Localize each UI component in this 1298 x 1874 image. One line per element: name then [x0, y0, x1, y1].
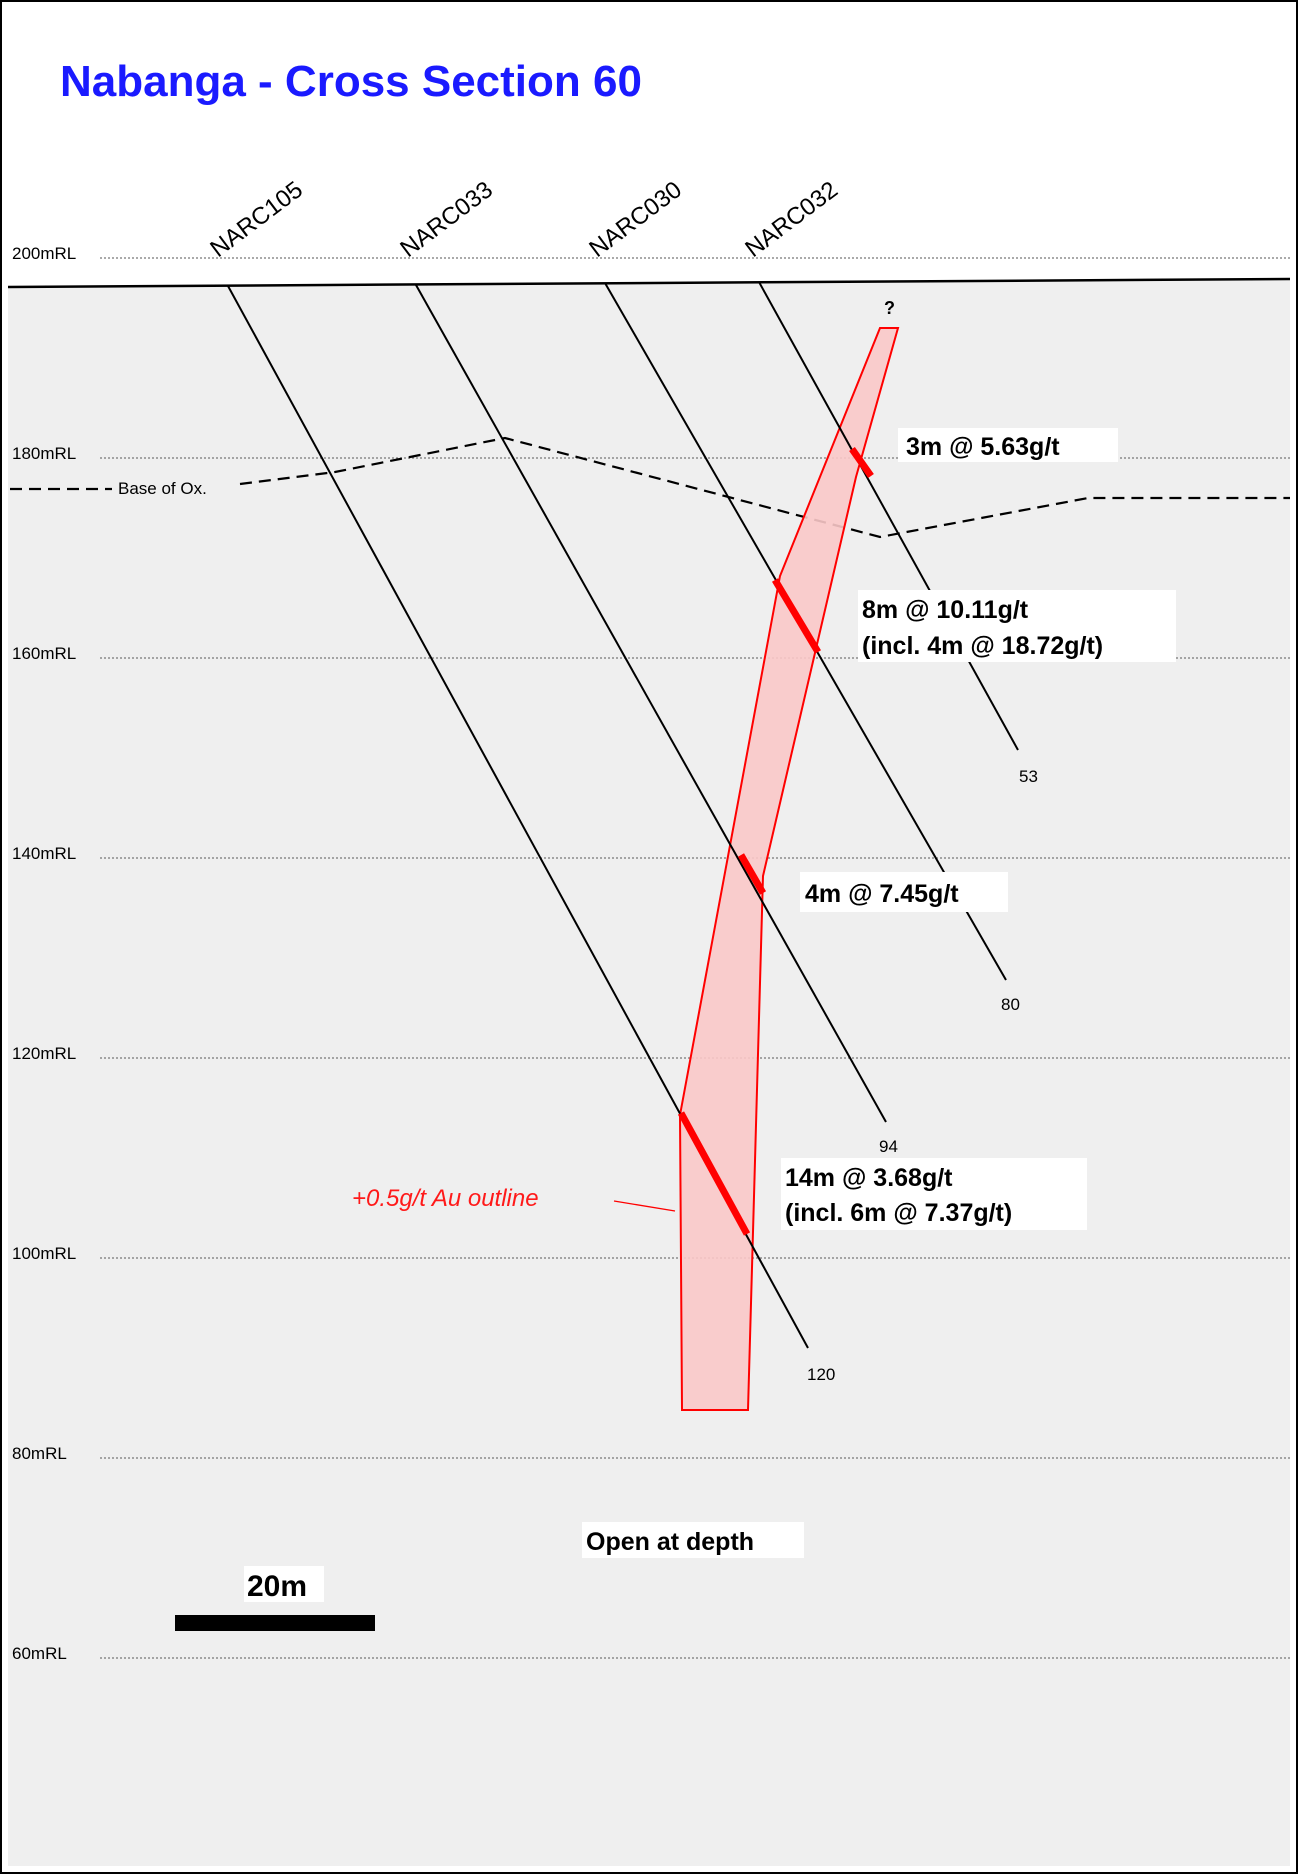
eoh-depth-53: 53	[1019, 767, 1038, 786]
intercept-4-sublabel: (incl. 6m @ 7.37g/t)	[785, 1199, 1012, 1227]
rl-label-100: 100mRL	[12, 1244, 76, 1263]
rl-label-160: 160mRL	[12, 644, 76, 663]
scale-bar: 20m	[175, 1566, 375, 1631]
eoh-depth-120: 120	[807, 1365, 835, 1384]
rl-label-140: 140mRL	[12, 844, 76, 863]
open-at-depth-note: Open at depth	[586, 1528, 754, 1556]
intercept-3-label: 4m @ 7.45g/t	[805, 880, 959, 908]
intercept-1-bg	[898, 428, 1118, 462]
base-of-ox-line	[239, 436, 1290, 539]
rock-background	[8, 279, 1290, 1866]
rl-label-180: 180mRL	[12, 444, 76, 463]
au-outline-polygon	[678, 327, 900, 1411]
figure-title: Nabanga - Cross Section 60	[60, 57, 642, 106]
rl-label-80: 80mRL	[12, 1444, 67, 1463]
outline-callout: +0.5g/t Au outline	[352, 1185, 676, 1212]
intercept-2-label: 8m @ 10.11g/t	[862, 596, 1029, 624]
unknown-marker: ?	[884, 298, 895, 318]
scale-bar-graphic	[175, 1615, 375, 1631]
base-of-oxidation: Base of Ox.	[10, 436, 1290, 539]
rl-label-120: 120mRL	[12, 1044, 76, 1063]
intercept-segment-4	[677, 1111, 751, 1236]
end-of-hole-labels: 120 94 80 53	[807, 767, 1038, 1384]
intercept-segment-2	[771, 578, 822, 654]
rl-label-200: 200mRL	[12, 244, 76, 263]
intercept-segments	[677, 446, 874, 1236]
topography-surface	[7, 277, 1291, 289]
outline-leader-line	[613, 1200, 676, 1212]
open-at-depth-bg	[582, 1522, 804, 1558]
rl-labels: 200mRL 180mRL 160mRL 140mRL 120mRL 100mR…	[12, 244, 76, 1663]
intercept-annotations: 3m @ 5.63g/t 8m @ 10.11g/t (incl. 4m @ 1…	[781, 428, 1176, 1230]
intercept-3-bg	[800, 872, 1008, 912]
eoh-depth-80: 80	[1001, 995, 1020, 1014]
intercept-1-label: 3m @ 5.63g/t	[906, 433, 1060, 461]
outline-label: +0.5g/t Au outline	[352, 1185, 539, 1212]
base-of-ox-label: Base of Ox.	[118, 479, 207, 498]
intercept-4-bg	[781, 1158, 1087, 1230]
intercept-2-bg	[858, 590, 1176, 662]
eoh-depth-94: 94	[879, 1137, 898, 1156]
intercept-segment-1	[849, 446, 874, 479]
intercept-2-sublabel: (incl. 4m @ 18.72g/t)	[862, 632, 1103, 660]
intercept-4-label: 14m @ 3.68g/t	[785, 1164, 953, 1192]
drillhole-trace-narc032	[758, 281, 1019, 751]
rl-label-60: 60mRL	[12, 1644, 67, 1663]
drillhole-trace-narc033	[415, 284, 887, 1123]
intercept-segment-3	[737, 853, 767, 895]
scale-bar-label-bg	[244, 1566, 324, 1602]
scale-bar-label: 20m	[247, 1570, 307, 1603]
